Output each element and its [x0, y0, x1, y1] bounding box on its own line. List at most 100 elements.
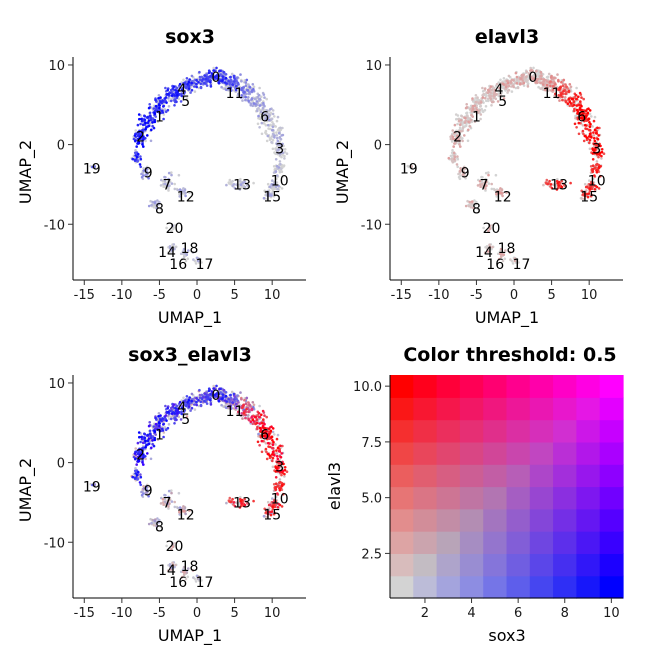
cluster-label: 20	[483, 221, 501, 237]
cell-point	[160, 178, 163, 182]
cluster-label: 8	[155, 201, 164, 217]
cell-point	[480, 175, 483, 179]
cell-point	[145, 168, 148, 171]
x-tick-label: 5	[230, 288, 238, 303]
cell-point	[468, 200, 472, 204]
cell-point	[170, 489, 173, 492]
cell-point	[275, 164, 279, 168]
cell-point	[478, 183, 482, 186]
cell-point	[150, 128, 153, 132]
cell-point	[173, 565, 176, 569]
cell-point	[516, 86, 520, 90]
cell-point	[166, 88, 169, 92]
cell-point	[462, 166, 466, 170]
cell-point	[496, 100, 500, 103]
cell-point	[264, 129, 268, 133]
cell-point	[587, 192, 591, 195]
cell-point	[578, 104, 581, 107]
cell-point	[597, 165, 601, 169]
cell-point	[575, 108, 579, 112]
cell-point	[486, 97, 490, 100]
y-tick-label: 2.5	[361, 547, 382, 562]
cell-point	[236, 183, 239, 187]
x-tick-label: 10	[581, 288, 598, 303]
cell-point	[170, 94, 174, 97]
color-cell	[390, 375, 414, 398]
cell-point	[476, 96, 479, 99]
cell-point	[277, 449, 281, 453]
color-cell	[576, 419, 601, 443]
cell-point	[586, 195, 590, 199]
cell-point	[557, 184, 560, 187]
cell-point	[546, 86, 550, 90]
cluster-label: 16	[169, 575, 187, 591]
cell-point	[184, 194, 187, 198]
cluster-label: 9	[144, 484, 153, 500]
cell-point	[197, 86, 201, 90]
x-axis-label-sox3: UMAP_1	[158, 308, 222, 328]
cell-point	[495, 195, 499, 198]
cell-point	[265, 139, 269, 143]
cell-point	[271, 125, 275, 129]
cell-point	[143, 118, 147, 122]
cell-point	[166, 569, 170, 572]
cell-point	[276, 139, 280, 143]
cell-point	[166, 426, 170, 430]
cell-point	[552, 76, 555, 79]
cell-point	[168, 417, 171, 421]
color-cell	[529, 464, 554, 488]
color-cell	[529, 531, 554, 554]
cell-point	[147, 106, 151, 110]
cell-point	[546, 89, 550, 92]
x-tick-label: -5	[153, 288, 166, 303]
cell-point	[173, 412, 177, 415]
cell-point	[456, 122, 459, 126]
cell-point	[449, 137, 453, 141]
y-tick-label: 0	[57, 457, 65, 472]
cell-point	[574, 94, 578, 97]
cell-point	[142, 138, 145, 141]
cell-point	[600, 157, 603, 160]
cell-point	[592, 148, 595, 152]
cell-point	[535, 79, 538, 83]
scatter-points-sox3	[89, 66, 289, 265]
cell-point	[481, 109, 484, 113]
cell-point	[145, 443, 148, 447]
cell-point	[488, 227, 492, 230]
cell-point	[259, 110, 263, 113]
cell-point	[266, 500, 270, 504]
y-tick-label: 5.0	[361, 492, 382, 507]
cell-point	[275, 452, 279, 455]
cell-point	[276, 433, 280, 437]
cluster-label: 11	[226, 86, 244, 102]
cell-point	[272, 194, 276, 198]
cell-point	[205, 73, 209, 76]
cell-point	[519, 83, 522, 86]
cell-point	[590, 124, 594, 128]
cell-point	[187, 398, 191, 402]
cell-point	[156, 517, 159, 520]
cell-point	[167, 96, 170, 100]
cell-point	[243, 90, 246, 94]
cell-point	[263, 96, 266, 99]
cell-point	[144, 137, 147, 140]
cell-point	[282, 174, 285, 178]
cluster-label: 7	[163, 495, 172, 511]
cell-point	[534, 74, 537, 77]
cell-point	[138, 117, 141, 121]
cell-point	[486, 250, 490, 253]
cell-point	[270, 194, 273, 197]
cell-point	[594, 146, 597, 150]
cell-point	[574, 114, 578, 118]
cell-point	[176, 93, 179, 97]
cell-point	[502, 77, 506, 80]
cell-point	[474, 100, 478, 104]
cluster-label: 2	[136, 448, 145, 464]
cell-point	[265, 112, 268, 115]
color-cell	[553, 486, 577, 510]
cell-point	[247, 96, 250, 99]
cell-point	[457, 139, 460, 142]
cluster-label: 10	[271, 173, 289, 189]
